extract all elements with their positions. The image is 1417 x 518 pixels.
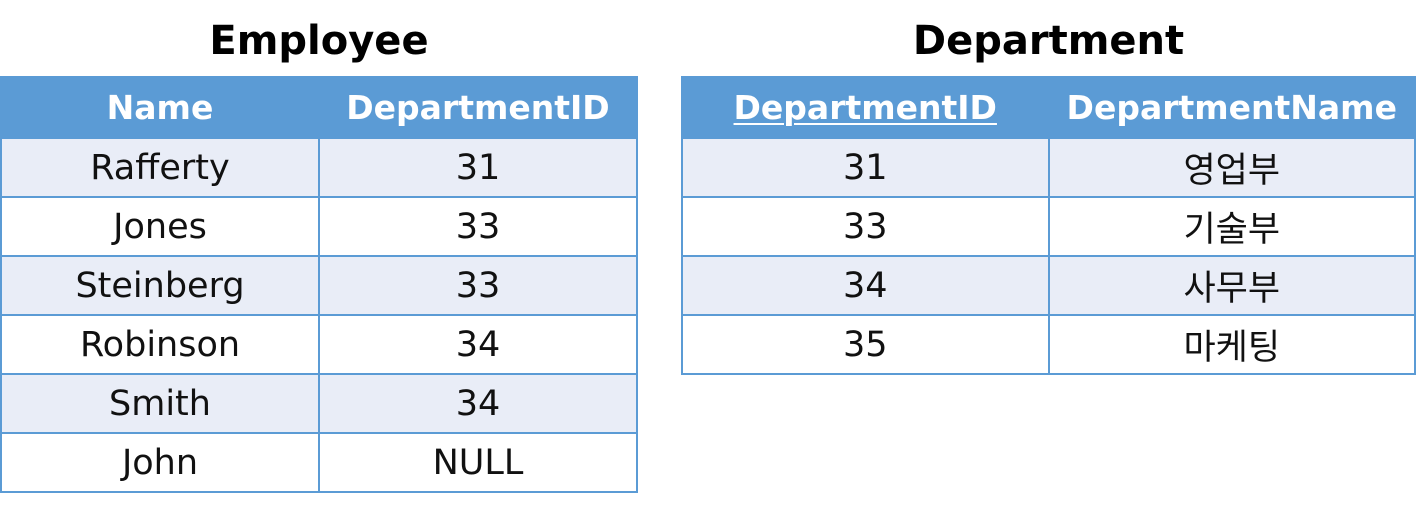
- employee-cell-name: John: [0, 432, 320, 493]
- department-cell-departmentid: 34: [681, 255, 1050, 316]
- department-header-departmentname: DepartmentName: [1047, 76, 1416, 139]
- employee-header-row: Name DepartmentID: [0, 76, 638, 139]
- department-cell-departmentid: 35: [681, 314, 1050, 375]
- department-cell-departmentname: 마케팅: [1047, 314, 1416, 375]
- department-row: 33 기술부: [681, 196, 1416, 257]
- employee-header-departmentid: DepartmentID: [318, 76, 638, 139]
- employee-cell-name: Jones: [0, 196, 320, 257]
- employee-table-block: Employee Name DepartmentID Rafferty 31 J…: [0, 0, 638, 493]
- employee-cell-name: Robinson: [0, 314, 320, 375]
- employee-header-name: Name: [0, 76, 320, 139]
- employee-row: Robinson 34: [0, 314, 638, 375]
- department-header-row: DepartmentID DepartmentName: [681, 76, 1416, 139]
- primary-key-label: DepartmentID: [733, 88, 997, 127]
- department-row: 31 영업부: [681, 137, 1416, 198]
- employee-cell-name: Smith: [0, 373, 320, 434]
- employee-cell-departmentid: NULL: [318, 432, 638, 493]
- department-row: 34 사무부: [681, 255, 1416, 316]
- employee-cell-departmentid: 34: [318, 373, 638, 434]
- employee-cell-name: Steinberg: [0, 255, 320, 316]
- employee-row: Rafferty 31: [0, 137, 638, 198]
- department-table-title: Department: [912, 18, 1185, 64]
- employee-cell-departmentid: 33: [318, 196, 638, 257]
- department-table: DepartmentID DepartmentName 31 영업부 33 기술…: [681, 76, 1416, 375]
- employee-table-title: Employee: [209, 18, 429, 64]
- department-cell-departmentname: 영업부: [1047, 137, 1416, 198]
- employee-cell-departmentid: 33: [318, 255, 638, 316]
- employee-cell-departmentid: 34: [318, 314, 638, 375]
- employee-row: Smith 34: [0, 373, 638, 434]
- employee-cell-departmentid: 31: [318, 137, 638, 198]
- department-cell-departmentid: 31: [681, 137, 1050, 198]
- department-row: 35 마케팅: [681, 314, 1416, 375]
- employee-table: Name DepartmentID Rafferty 31 Jones 33 S…: [0, 76, 638, 493]
- department-cell-departmentname: 기술부: [1047, 196, 1416, 257]
- department-cell-departmentname: 사무부: [1047, 255, 1416, 316]
- department-cell-departmentid: 33: [681, 196, 1050, 257]
- department-table-block: Department DepartmentID DepartmentName 3…: [681, 0, 1416, 375]
- employee-row: Steinberg 33: [0, 255, 638, 316]
- department-header-departmentid: DepartmentID: [681, 76, 1050, 139]
- employee-row: John NULL: [0, 432, 638, 493]
- employee-row: Jones 33: [0, 196, 638, 257]
- employee-cell-name: Rafferty: [0, 137, 320, 198]
